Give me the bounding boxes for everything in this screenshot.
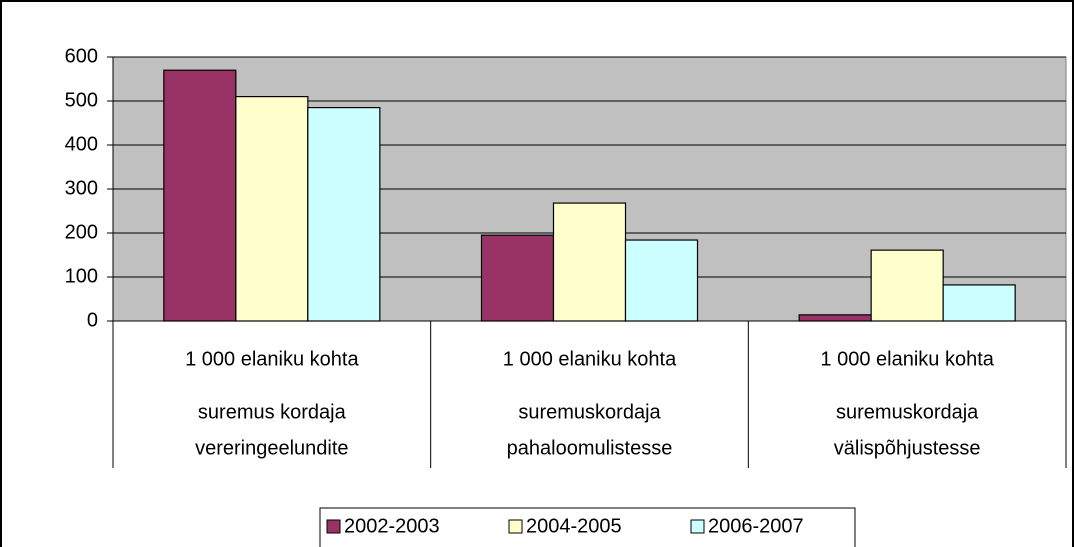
y-tick-label: 500 (65, 89, 98, 111)
legend-label: 2002-2003 (344, 515, 440, 537)
y-tick-label: 100 (65, 265, 98, 287)
legend-label: 2006-2007 (708, 515, 804, 537)
category-unit: 1 000 elaniku kohta (503, 348, 677, 370)
legend-box (319, 507, 856, 547)
legend-label: 2004-2005 (526, 515, 622, 537)
category-name: suremus kordaja (198, 401, 347, 423)
y-tick-label: 400 (65, 133, 98, 155)
bar (942, 284, 1016, 322)
bar (870, 249, 944, 322)
legend-swatch (508, 519, 523, 534)
category-name: pahaloomulistesse (507, 437, 673, 459)
category-name: välispõhjustesse (834, 437, 981, 459)
category-name: suremuskordaja (836, 401, 979, 423)
bar (480, 234, 555, 322)
bar (307, 106, 381, 322)
y-tick-label: 0 (87, 309, 98, 331)
bar (624, 239, 699, 322)
bar (163, 69, 237, 322)
bar (798, 314, 872, 322)
y-tick-label: 300 (65, 177, 98, 199)
bar (235, 95, 309, 322)
category-name: suremuskordaja (518, 401, 661, 423)
legend-swatch (326, 519, 341, 534)
legend-swatch (690, 519, 705, 534)
bar (552, 202, 627, 322)
category-unit: 1 000 elaniku kohta (185, 348, 359, 370)
category-name: vereringeelundite (195, 437, 348, 459)
y-tick-label: 200 (65, 221, 98, 243)
category-unit: 1 000 elaniku kohta (820, 348, 994, 370)
y-tick-label: 600 (65, 45, 98, 67)
